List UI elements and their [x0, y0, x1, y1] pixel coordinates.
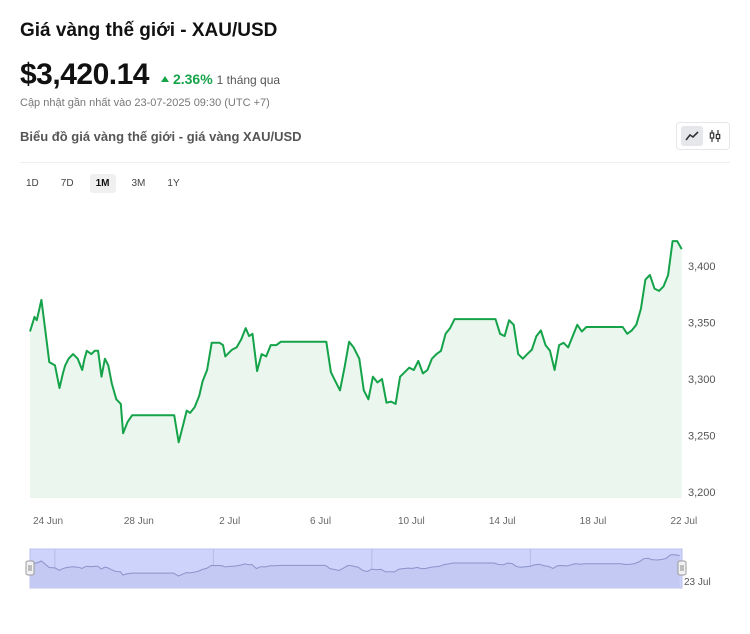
- navigator-right-handle[interactable]: [677, 560, 687, 576]
- range-3m-button[interactable]: 3M: [131, 178, 146, 189]
- candlestick-button[interactable]: [704, 126, 726, 146]
- range-1y-button[interactable]: 1Y: [167, 178, 180, 189]
- y-tick-label: 3,350: [688, 318, 716, 330]
- change-period: 1 tháng qua: [216, 73, 281, 87]
- price-area: [30, 241, 682, 498]
- line-chart-icon: [684, 131, 699, 141]
- x-tick-label: 10 Jul: [398, 516, 425, 527]
- range-1d-button[interactable]: 1D: [26, 178, 39, 189]
- line-chart-button[interactable]: [680, 126, 703, 146]
- chart-type-toggle: [676, 122, 730, 150]
- y-tick-label: 3,300: [688, 374, 716, 386]
- range-selector: 1D 7D 1M 3M 1Y: [20, 174, 196, 193]
- x-tick-label: 14 Jul: [489, 516, 516, 527]
- arrow-up-icon: [160, 76, 169, 82]
- y-tick-label: 3,200: [688, 487, 716, 499]
- navigator-left-handle[interactable]: [25, 560, 35, 576]
- candlestick-icon: [709, 130, 720, 142]
- x-tick-label: 28 Jun: [124, 516, 154, 527]
- navigator-area: [30, 554, 680, 588]
- price-line: [29, 240, 683, 444]
- x-tick-label: 2 Jul: [219, 516, 240, 527]
- price-change: 2.36% 1 tháng qua: [160, 71, 281, 87]
- divider: [20, 162, 730, 163]
- chart-subtitle: Biểu đồ giá vàng thế giới - giá vàng XAU…: [20, 129, 302, 144]
- y-tick-label: 3,250: [688, 431, 716, 443]
- x-tick-label: 22 Jul: [670, 516, 697, 527]
- page-title: Giá vàng thế giới - XAU/USD: [20, 20, 278, 41]
- price-row: $3,420.14 2.36% 1 tháng qua: [20, 58, 280, 92]
- x-tick-label: 6 Jul: [310, 516, 331, 527]
- y-tick-label: 3,400: [688, 261, 716, 273]
- last-updated: Cập nhật gần nhất vào 23-07-2025 09:30 (…: [20, 97, 270, 109]
- x-tick-label: 18 Jul: [580, 516, 607, 527]
- current-price: $3,420.14: [20, 58, 149, 91]
- change-percent: 2.36%: [172, 71, 213, 87]
- range-1m-button[interactable]: 1M: [89, 174, 116, 193]
- range-7d-button[interactable]: 7D: [60, 178, 74, 189]
- x-tick-label: 24 Jun: [33, 516, 63, 527]
- navigator-tick-label: 23 Jul: [684, 577, 711, 588]
- navigator-line: [29, 554, 680, 577]
